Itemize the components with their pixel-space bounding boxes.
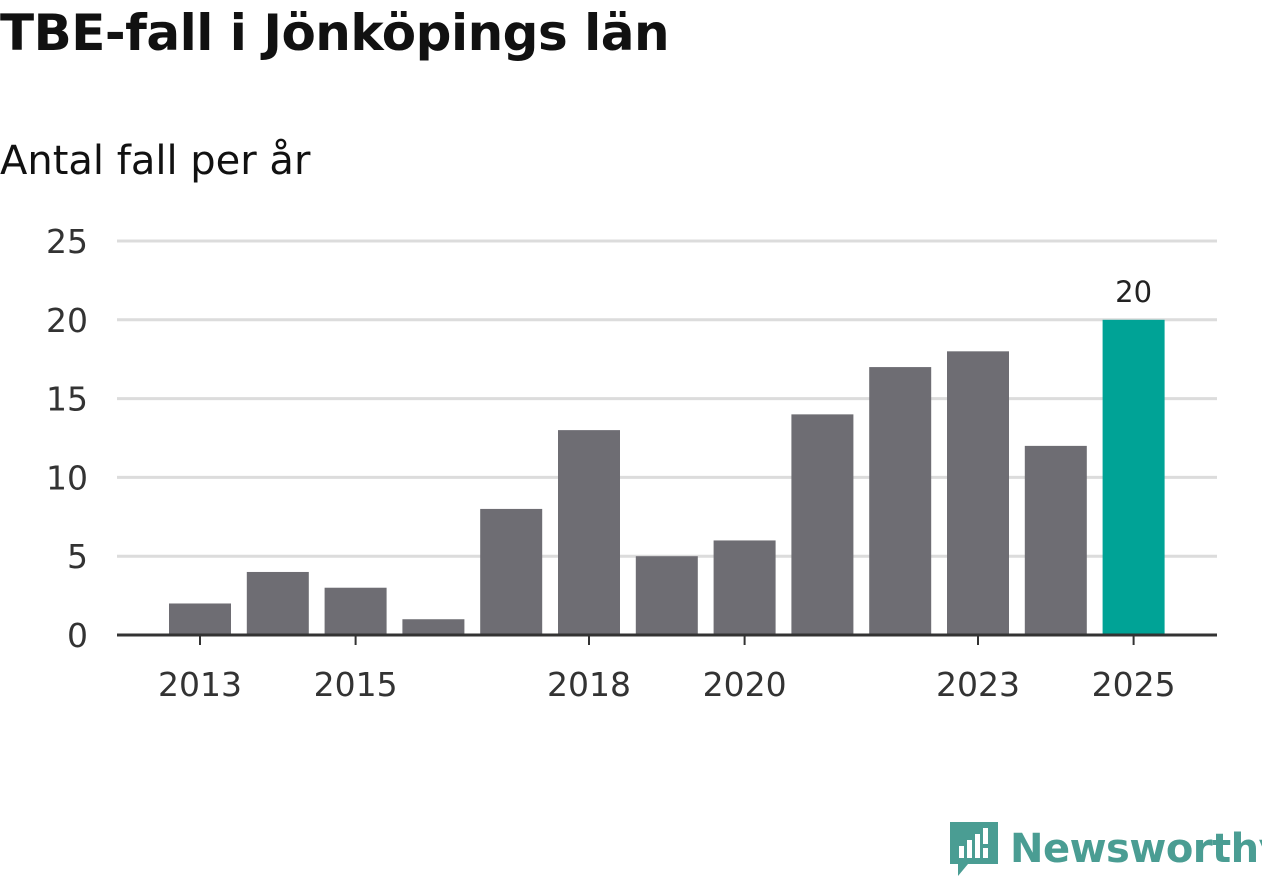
bar-2021 (791, 414, 854, 635)
x-tick-label-2013: 2013 (158, 665, 242, 704)
newsworthy-logo-icon (950, 822, 998, 876)
y-tick-label-0: 0 (67, 616, 88, 655)
chart-title: TBE-fall i Jönköpings län (0, 4, 670, 62)
brand-name: Newsworthy (1010, 826, 1262, 872)
y-tick-label-5: 5 (67, 537, 88, 576)
bar-2016 (402, 619, 465, 635)
chart-subtitle: Antal fall per år (0, 138, 311, 184)
x-tick-label-2023: 2023 (936, 665, 1020, 704)
y-tick-label-20: 20 (46, 301, 88, 340)
brand-logo: Newsworthy (948, 818, 1262, 880)
bar-2018 (558, 430, 620, 635)
bar-2020 (713, 540, 776, 635)
bar-2014 (246, 571, 309, 635)
bar-2024 (1024, 445, 1087, 635)
bar-2013 (169, 603, 231, 635)
y-tick-label-15: 15 (46, 380, 88, 419)
x-tick-label-2015: 2015 (314, 665, 398, 704)
x-tick-label-2020: 2020 (703, 665, 787, 704)
bar-2015 (324, 587, 387, 635)
bar-2017 (480, 508, 543, 635)
bar-2025 (1102, 319, 1165, 635)
data-label-2025: 20 (1115, 275, 1152, 309)
bar-2022 (869, 367, 932, 635)
y-tick-label-25: 25 (46, 222, 88, 261)
bar-2019 (635, 556, 698, 635)
x-tick-label-2025: 2025 (1092, 665, 1176, 704)
y-tick-label-10: 10 (46, 458, 88, 497)
bar-2023 (947, 351, 1009, 635)
x-tick-label-2018: 2018 (547, 665, 631, 704)
